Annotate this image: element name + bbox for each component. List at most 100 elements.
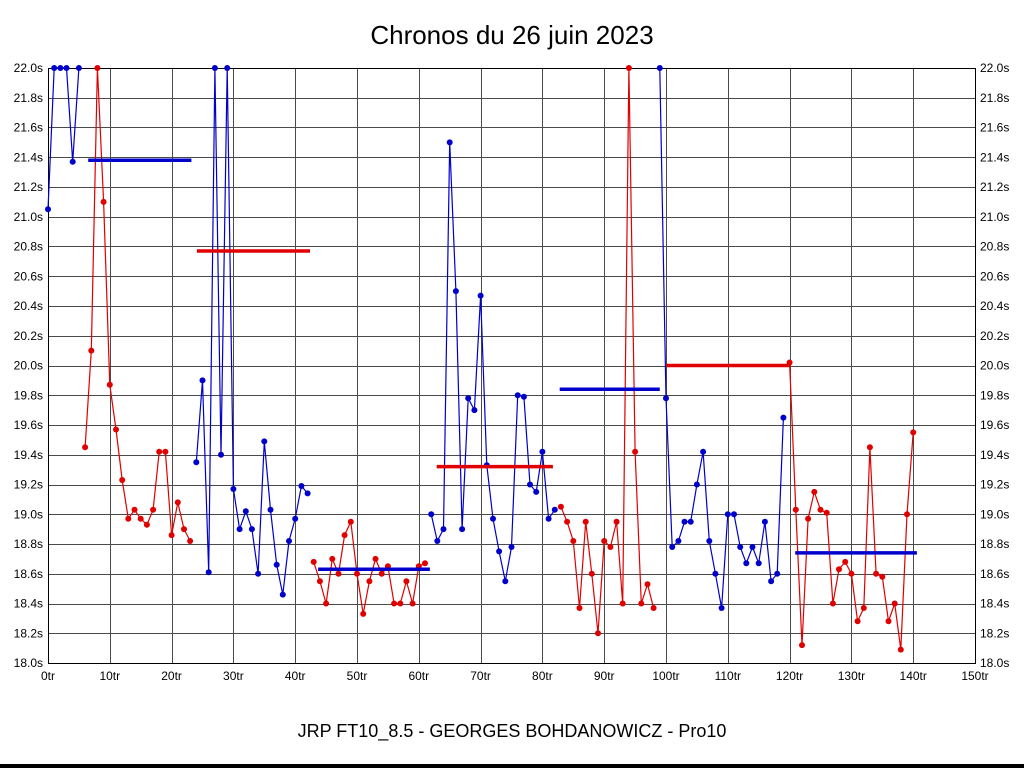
lap-point xyxy=(273,561,280,568)
lap-point xyxy=(625,65,632,71)
y-tick-label: 19.4s xyxy=(14,448,43,462)
y-tick-label: 19.6s xyxy=(980,418,1009,432)
run-6-series xyxy=(557,65,657,637)
x-tick-label: 60tr xyxy=(408,669,429,683)
x-tick-label: 130tr xyxy=(838,669,865,683)
lap-point xyxy=(248,526,255,533)
lap-point xyxy=(508,544,515,550)
y-tick-label: 18.6s xyxy=(980,567,1009,581)
lap-point xyxy=(162,448,169,455)
lap-point xyxy=(860,605,867,611)
y-tick-label: 18.8s xyxy=(980,537,1009,551)
lap-line xyxy=(47,67,80,210)
lap-point xyxy=(774,570,781,577)
run-2-series xyxy=(82,65,194,544)
y-tick-label: 18.6s xyxy=(14,567,43,581)
lap-point xyxy=(749,544,756,550)
lap-point xyxy=(557,503,564,510)
lap-point xyxy=(261,438,268,445)
y-tick-label: 19.6s xyxy=(14,418,43,432)
x-tick-label: 10tr xyxy=(99,669,120,683)
y-tick-label: 21.2s xyxy=(14,180,43,194)
y-tick-label: 21.6s xyxy=(980,121,1009,135)
lap-point xyxy=(298,483,305,489)
lap-point xyxy=(409,600,416,607)
lap-point xyxy=(644,581,651,588)
lap-point xyxy=(471,407,478,414)
x-tick-label: 0tr xyxy=(41,669,55,683)
lap-point xyxy=(854,618,861,625)
lap-point xyxy=(761,518,768,525)
lap-point xyxy=(891,600,898,607)
lap-point xyxy=(792,506,799,513)
lap-point xyxy=(706,538,713,544)
lap-point xyxy=(267,506,274,513)
lap-point xyxy=(607,544,614,550)
x-axis-labels: 0tr 10tr 20tr 30tr 40tr 50tr 60tr 70tr 80tr 90tr 1… xyxy=(41,669,989,683)
lap-point xyxy=(236,526,243,533)
y-tick-label: 20.4s xyxy=(980,299,1009,313)
lap-point xyxy=(829,600,836,607)
lap-point xyxy=(82,444,89,451)
lap-point xyxy=(490,515,496,522)
lap-point xyxy=(452,288,459,295)
chart-title: Chronos du 26 juin 2023 xyxy=(370,20,654,50)
lap-point xyxy=(465,395,472,402)
x-tick-label: 50tr xyxy=(347,669,368,683)
lap-point xyxy=(570,538,577,544)
lap-point xyxy=(242,508,249,515)
run-4-series xyxy=(310,518,428,617)
lap-point xyxy=(150,506,157,513)
lap-point xyxy=(619,600,626,607)
lap-point xyxy=(329,555,336,562)
lap-point xyxy=(836,566,842,573)
session-info: JRP FT10_8.5 - GEORGES BOHDANOWICZ - Pro… xyxy=(297,721,727,741)
lap-point xyxy=(737,544,744,550)
lap-point xyxy=(45,206,51,213)
y-tick-label: 19.4s xyxy=(980,448,1009,462)
y-tick-label: 18.0s xyxy=(14,656,43,670)
lap-point xyxy=(687,518,694,525)
y-tick-label: 18.0s xyxy=(980,656,1009,670)
lap-line xyxy=(195,67,309,595)
lap-point xyxy=(663,395,669,402)
lap-point xyxy=(724,511,731,518)
x-tick-label: 90tr xyxy=(594,669,615,683)
lap-point xyxy=(193,459,200,466)
x-tick-label: 40tr xyxy=(285,669,306,683)
lap-point xyxy=(675,538,682,544)
y-tick-label: 21.6s xyxy=(14,121,43,135)
lap-point xyxy=(897,646,904,653)
lap-point xyxy=(403,578,410,585)
lap-point xyxy=(88,347,95,354)
y-tick-label: 18.2s xyxy=(980,626,1009,640)
lap-point xyxy=(632,448,639,455)
lap-point xyxy=(378,570,385,577)
lap-point xyxy=(434,538,441,544)
lap-line xyxy=(84,67,191,542)
lap-point xyxy=(588,570,595,577)
lap-point xyxy=(211,65,218,71)
lap-point xyxy=(823,509,830,516)
lap-point xyxy=(391,600,398,607)
lap-point xyxy=(693,481,700,488)
lap-point xyxy=(459,526,466,533)
lap-point xyxy=(718,605,725,611)
lap-point xyxy=(520,393,527,400)
lap-point xyxy=(94,65,101,71)
lap-point xyxy=(817,506,824,513)
lap-point xyxy=(650,605,657,611)
lap-point xyxy=(224,65,231,71)
lap-point xyxy=(539,448,546,455)
lap-point xyxy=(100,198,107,205)
lap-point xyxy=(143,521,150,528)
lap-point xyxy=(885,618,892,625)
lap-point xyxy=(551,506,558,513)
lap-point xyxy=(354,570,360,577)
lap-point xyxy=(440,526,447,533)
y-tick-label: 19.0s xyxy=(14,507,43,521)
lap-point xyxy=(323,600,330,607)
y-tick-label: 18.8s xyxy=(14,537,43,551)
y-tick-label: 21.4s xyxy=(980,150,1009,164)
y-tick-label: 21.2s xyxy=(980,180,1009,194)
